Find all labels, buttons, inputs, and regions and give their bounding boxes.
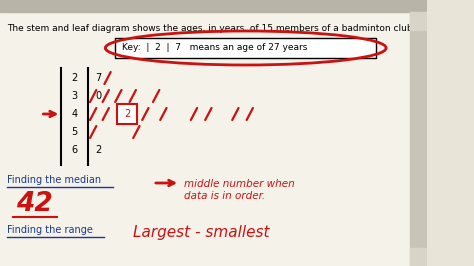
Text: 42: 42	[16, 191, 53, 217]
Text: 2: 2	[124, 109, 130, 119]
Text: Key:  |  2  |  7   means an age of 27 years: Key: | 2 | 7 means an age of 27 years	[122, 44, 308, 52]
Bar	[0, 0, 427, 12]
Text: 7: 7	[95, 73, 101, 83]
Bar	[410, 12, 427, 266]
Text: 5: 5	[72, 127, 78, 137]
Text: 3: 3	[72, 91, 78, 101]
Text: The stem and leaf diagram shows the ages, in years, of 15 members of a badminton: The stem and leaf diagram shows the ages…	[7, 24, 416, 33]
Text: Finding the range: Finding the range	[7, 225, 93, 235]
Text: 0: 0	[95, 91, 101, 101]
Text: 6: 6	[72, 145, 78, 155]
Bar	[410, 12, 427, 30]
Bar	[117, 104, 137, 124]
Text: Finding the median: Finding the median	[7, 175, 101, 185]
Text: 2: 2	[72, 73, 78, 83]
Text: 4: 4	[72, 109, 78, 119]
Bar	[115, 38, 376, 58]
Text: middle number when
data is in order.: middle number when data is in order.	[183, 179, 294, 201]
Text: Largest - smallest: Largest - smallest	[133, 225, 270, 240]
Bar	[410, 248, 427, 266]
Text: 2: 2	[95, 145, 101, 155]
